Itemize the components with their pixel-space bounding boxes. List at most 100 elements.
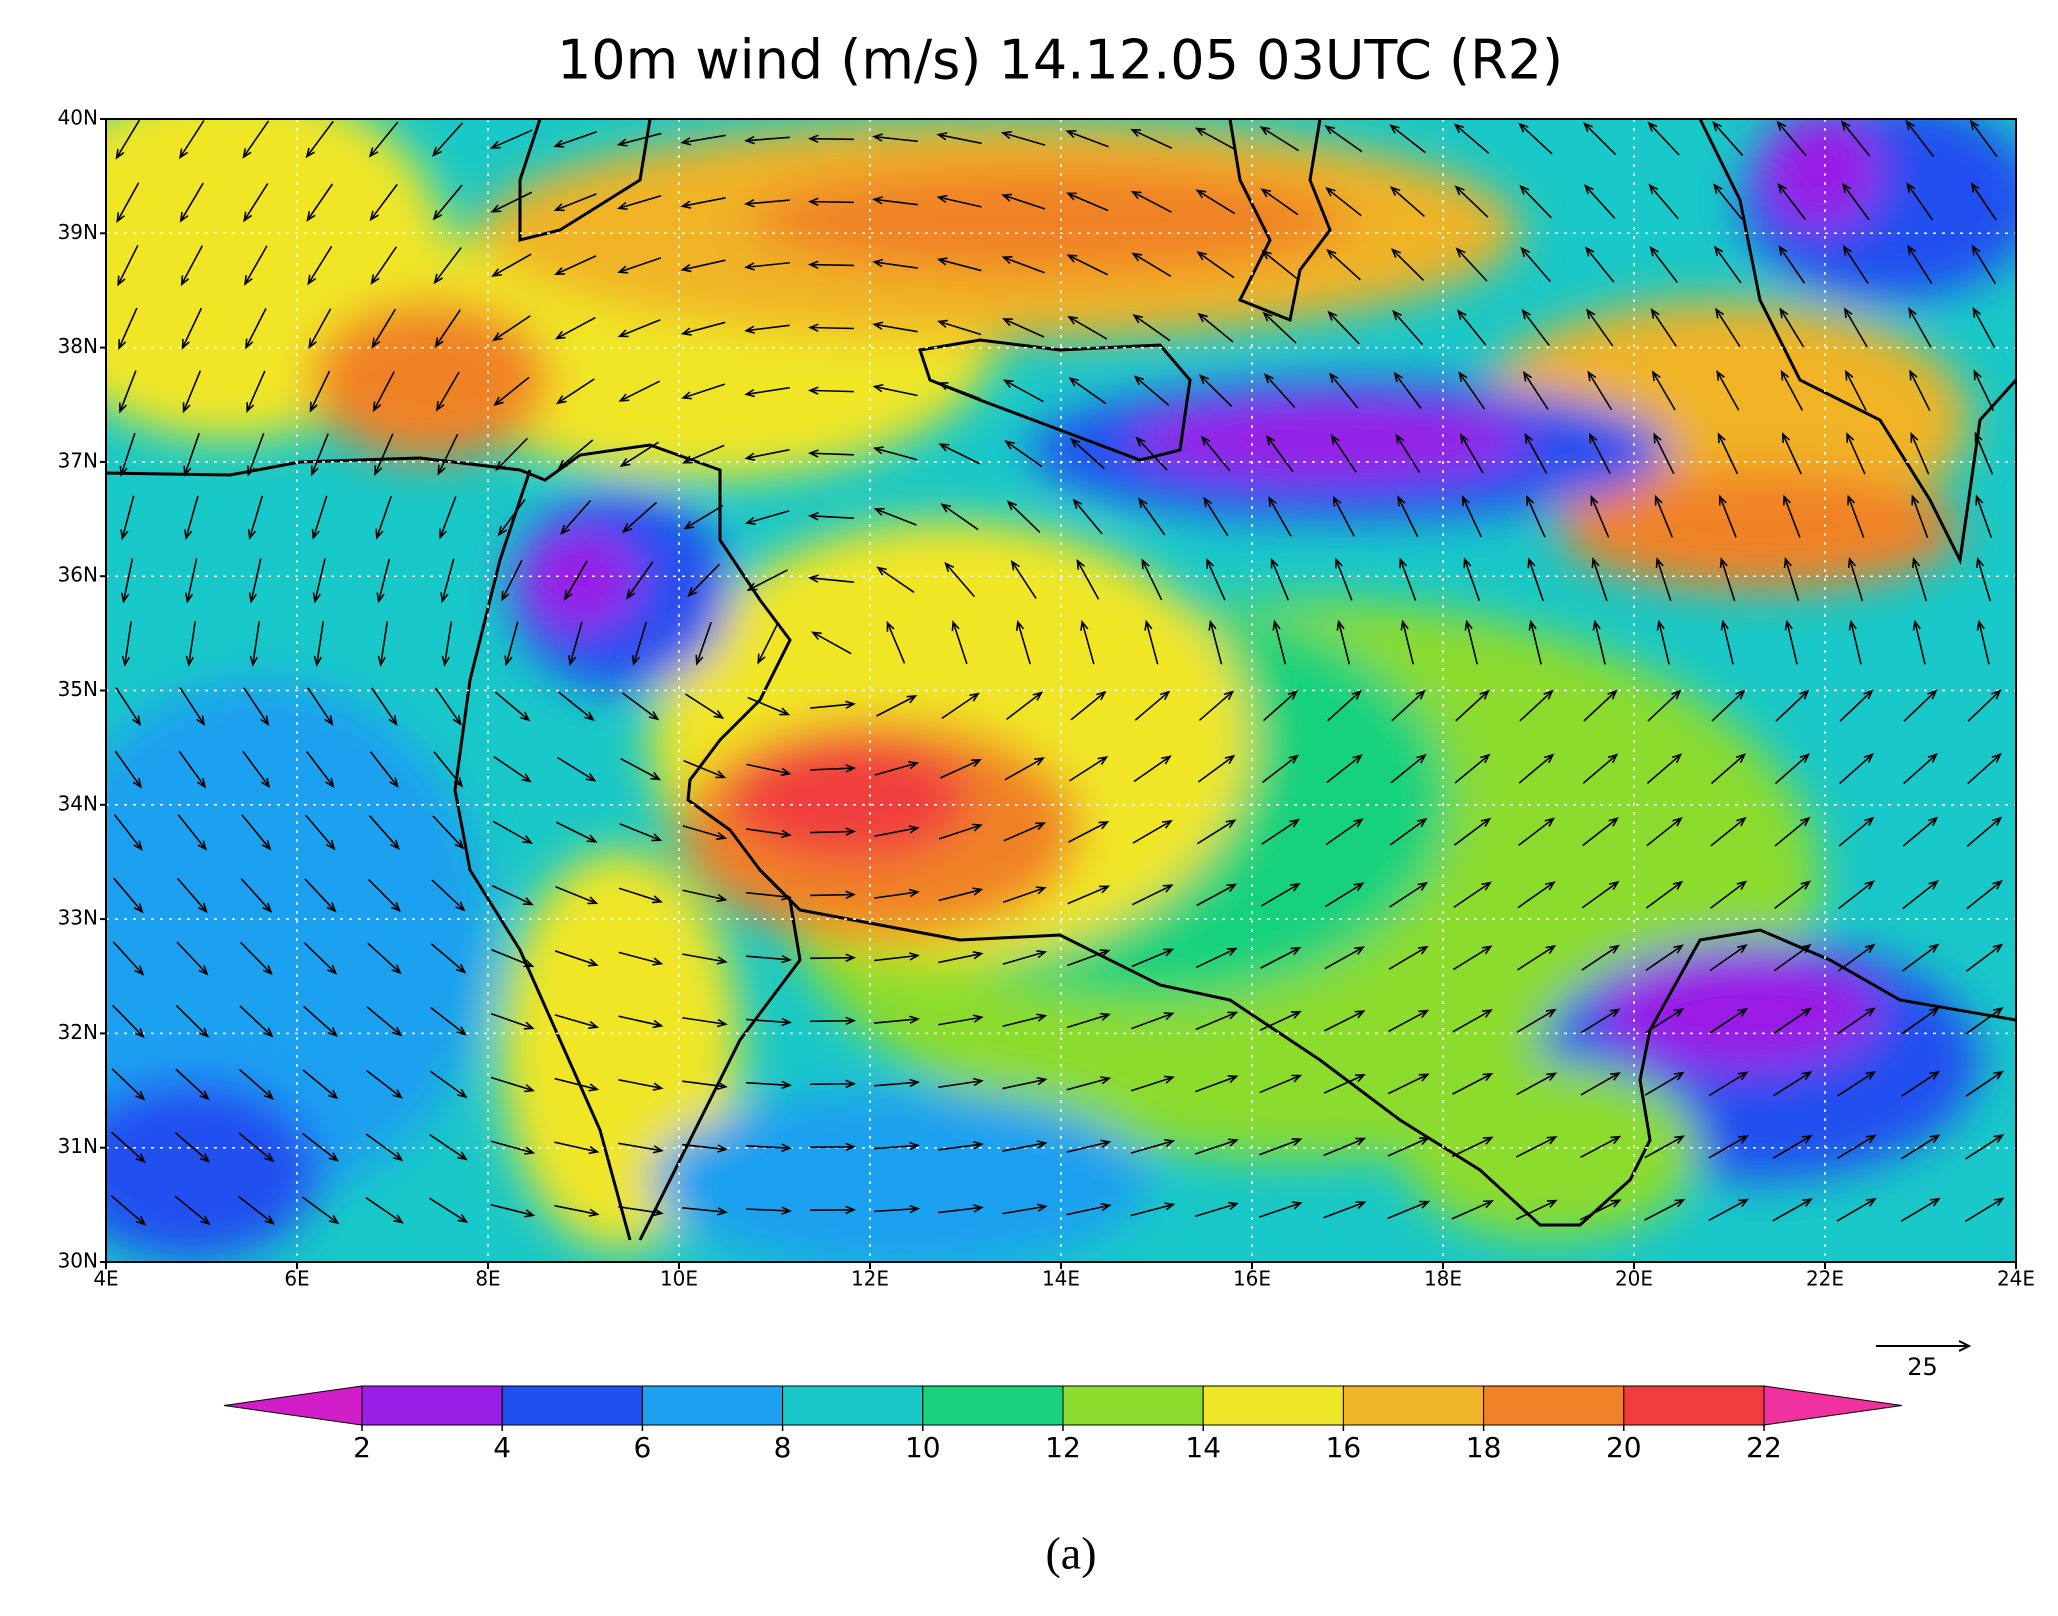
wind-arrow [116, 182, 140, 224]
wind-arrow [1710, 816, 1747, 847]
wind-arrow [1710, 753, 1747, 785]
wind-arrow [1003, 822, 1047, 842]
wind-arrow [618, 1142, 664, 1154]
wind-arrow [1130, 1202, 1176, 1217]
wind-arrow [1262, 311, 1297, 344]
wind-arrow [1066, 1076, 1112, 1091]
wind-arrow [1131, 252, 1172, 278]
wind-arrow [490, 1012, 535, 1030]
coastline [1228, 119, 1332, 323]
wind-arrow [1965, 1070, 2004, 1098]
wind-arrow [873, 1204, 921, 1214]
wind-arrow [1587, 370, 1613, 411]
wind-arrow [746, 954, 792, 964]
wind-arrow [1454, 185, 1489, 218]
wind-arrow [1906, 182, 1934, 221]
wind-arrow [240, 878, 273, 913]
wind-arrow [434, 309, 461, 348]
wind-arrow [1263, 690, 1298, 722]
wind-arrow [1528, 619, 1542, 665]
wind-arrow [1911, 494, 1929, 538]
wind-arrow [745, 1080, 793, 1090]
wind-arrow [121, 621, 132, 667]
wind-arrow [244, 245, 268, 286]
wind-arrow [501, 559, 523, 602]
wind-arrow [809, 1205, 857, 1215]
wind-arrow [1774, 880, 1812, 910]
wind-arrow [1006, 691, 1044, 721]
wind-arrow [432, 184, 463, 221]
wind-arrow [1649, 245, 1678, 283]
wind-arrow [370, 687, 398, 726]
wind-arrow [176, 941, 209, 976]
wind-arrow [1972, 306, 1996, 348]
wind-arrow [1517, 944, 1557, 971]
wind-arrow [433, 246, 462, 285]
wind-arrow [1773, 1007, 1812, 1034]
wind-arrow [1002, 379, 1044, 403]
wind-arrow [1327, 310, 1360, 345]
wind-arrow [179, 182, 204, 223]
wind-arrow [938, 951, 984, 964]
wind-arrow [1453, 123, 1490, 154]
wind-arrow [1194, 1138, 1239, 1155]
wind-arrow [1838, 816, 1875, 847]
wind-arrow [1845, 369, 1867, 411]
wind-arrow [433, 751, 464, 788]
wind-arrow [1393, 371, 1422, 410]
y-tick-label: 39N [58, 220, 98, 244]
wind-arrow [810, 700, 856, 709]
wind-arrow [307, 687, 334, 727]
wind-arrow [242, 750, 271, 789]
wind-arrow [369, 751, 399, 788]
wind-arrow [556, 756, 597, 782]
wind-arrow [1131, 948, 1175, 968]
y-tick-label: 30N [58, 1249, 98, 1273]
wind-arrow [685, 693, 725, 720]
caption: (a) [1045, 1528, 1096, 1579]
wind-arrow [618, 380, 661, 402]
wind-arrow [242, 120, 270, 159]
x-tick-label: 20E [1615, 1267, 1653, 1291]
wind-arrow [1516, 1072, 1558, 1096]
wind-arrow [1969, 119, 1998, 158]
wind-arrow [1966, 816, 2003, 847]
wind-arrow [113, 814, 143, 851]
wind-arrow [809, 827, 857, 836]
wind-arrow [1461, 495, 1482, 538]
wind-arrow [1390, 248, 1425, 282]
wind-arrow [681, 383, 726, 400]
wind-arrow [1970, 182, 1997, 221]
wind-arrow [874, 825, 920, 837]
wind-arrow [1144, 619, 1159, 665]
x-tick-label: 8E [475, 1267, 500, 1291]
colorbar-segment [1483, 1385, 1625, 1426]
wind-arrow [1203, 496, 1229, 537]
wind-arrow [490, 1140, 536, 1155]
wind-arrow [1518, 753, 1555, 784]
wind-arrow [1130, 190, 1172, 213]
wind-arrow [177, 814, 207, 851]
wind-arrow [1387, 1137, 1430, 1157]
wind-arrow [1260, 946, 1302, 969]
wind-arrow [680, 259, 726, 273]
wind-arrow [311, 495, 328, 540]
wind-arrow [370, 246, 398, 285]
wind-arrow [178, 750, 207, 789]
wind-arrow [1907, 244, 1933, 285]
wind-arrow [936, 257, 982, 272]
wind-arrow [1260, 882, 1301, 907]
wind-arrow [682, 1016, 728, 1028]
wind-arrow [746, 828, 792, 839]
wind-arrow [121, 558, 134, 604]
colorbar-label: 16 [1326, 1431, 1362, 1464]
wind-arrow [305, 120, 334, 159]
wind-arrow [617, 318, 661, 338]
wind-arrow [371, 308, 397, 349]
wind-arrow [1066, 1012, 1111, 1029]
wind-arrow [1839, 753, 1874, 785]
wind-arrow [682, 953, 728, 965]
wind-arrow [1458, 371, 1486, 410]
wind-arrow [1518, 122, 1553, 155]
wind-arrow [429, 1070, 468, 1099]
